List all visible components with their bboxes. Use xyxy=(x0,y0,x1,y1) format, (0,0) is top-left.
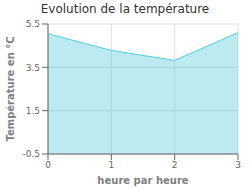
svg-text:heure par heure: heure par heure xyxy=(97,175,188,186)
svg-text:1: 1 xyxy=(108,160,114,170)
svg-text:Température en °C: Température en °C xyxy=(8,36,16,141)
svg-text:-0.5: -0.5 xyxy=(22,149,40,159)
svg-text:1.5: 1.5 xyxy=(26,106,40,116)
svg-text:3: 3 xyxy=(235,160,241,170)
html-text:Evolution de la température: Evolution de la température xyxy=(40,2,210,16)
svg-text:5.5: 5.5 xyxy=(26,19,40,29)
svg-text:3.5: 3.5 xyxy=(26,63,40,73)
svg-text:0: 0 xyxy=(45,160,51,170)
svg-text:2: 2 xyxy=(172,160,178,170)
